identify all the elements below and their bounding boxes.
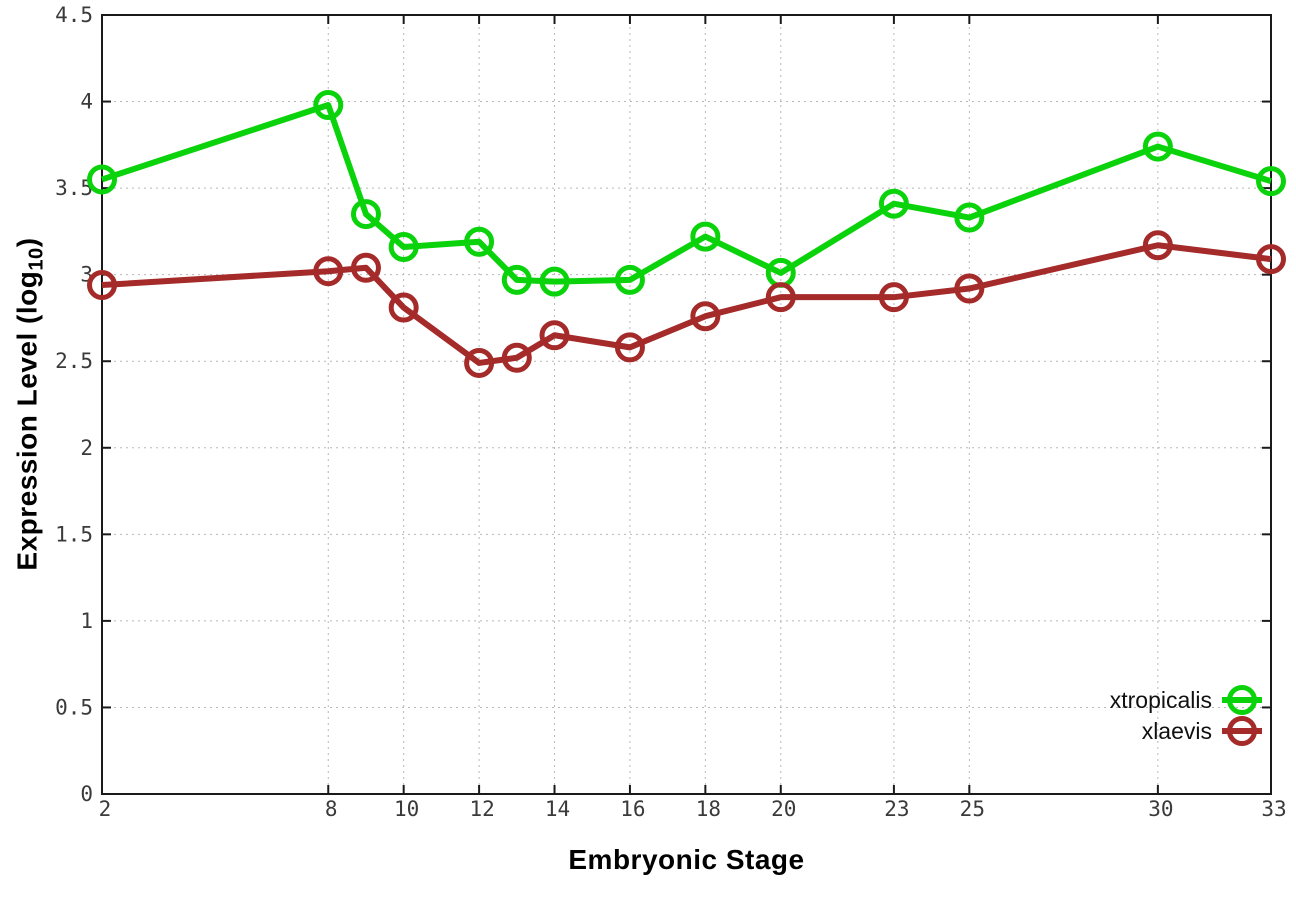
data-point-xlaevis — [313, 256, 344, 287]
y-tick-label: 0.5 — [55, 695, 93, 719]
data-point-xtropicalis — [464, 226, 495, 257]
series-line-xlaevis — [101, 242, 1272, 366]
data-point-xlaevis — [539, 320, 570, 351]
data-point-xtropicalis — [388, 231, 419, 262]
y-tick-label: 1.5 — [55, 522, 93, 546]
x-tick-label: 30 — [1148, 797, 1173, 821]
data-point-xtropicalis — [954, 202, 985, 233]
y-axis-title-close: ) — [11, 237, 43, 248]
data-point-xlaevis — [1256, 244, 1286, 275]
data-point-xtropicalis — [350, 199, 381, 230]
x-tick-label: 2 — [99, 797, 112, 821]
data-point-xtropicalis — [878, 188, 909, 219]
data-point-xlaevis — [501, 342, 532, 373]
data-point-xlaevis — [87, 270, 117, 301]
y-tick-label: 2.5 — [55, 349, 93, 373]
plot-border — [101, 14, 1272, 795]
y-tick-label: 1 — [80, 609, 93, 633]
x-tick-label: 23 — [884, 797, 909, 821]
data-point-xtropicalis — [1142, 131, 1173, 162]
legend-marker-xtropicalis — [1227, 685, 1257, 715]
data-point-xlaevis — [350, 252, 381, 283]
x-tick-label: 12 — [469, 797, 494, 821]
y-tick-label: 0 — [80, 782, 93, 806]
data-point-xlaevis — [954, 273, 985, 304]
y-tick-label: 4 — [80, 90, 93, 114]
x-tick-label: 33 — [1261, 797, 1286, 821]
data-point-xtropicalis — [501, 264, 532, 295]
data-point-xlaevis — [388, 292, 419, 323]
legend-label-xtropicalis: xtropicalis — [1110, 687, 1212, 713]
legend-label-xlaevis: xlaevis — [1142, 718, 1212, 744]
y-axis-title-subscript: 10 — [25, 247, 48, 271]
y-tick-label: 2 — [80, 436, 93, 460]
x-axis-title: Embryonic Stage — [568, 844, 805, 875]
y-axis-title: Expression Level (log10) — [12, 237, 49, 570]
x-tick-label: 14 — [545, 797, 570, 821]
data-point-xtropicalis — [690, 221, 721, 252]
x-tick-label: 8 — [325, 797, 338, 821]
data-point-xtropicalis — [1256, 166, 1286, 197]
series-line-xtropicalis — [101, 102, 1272, 285]
x-tick-label: 20 — [771, 797, 796, 821]
data-point-xlaevis — [464, 347, 495, 378]
x-tick-label: 16 — [620, 797, 645, 821]
y-tick-label: 4.5 — [55, 3, 93, 27]
x-tick-label: 10 — [394, 797, 419, 821]
x-tick-label: 25 — [960, 797, 985, 821]
data-point-xlaevis — [878, 282, 909, 313]
data-point-xtropicalis — [614, 264, 645, 295]
data-point-xtropicalis — [539, 266, 570, 297]
data-point-xlaevis — [614, 332, 645, 363]
data-point-xlaevis — [690, 301, 721, 332]
x-tick-label: 18 — [696, 797, 721, 821]
legend-marker-xlaevis — [1227, 716, 1257, 746]
data-point-xlaevis — [1142, 230, 1173, 261]
data-point-xtropicalis — [313, 90, 344, 121]
y-tick-label: 3.5 — [55, 176, 93, 200]
data-point-xtropicalis — [87, 164, 117, 195]
data-point-xlaevis — [765, 282, 796, 313]
y-axis-title-text: Expression Level (log — [11, 270, 43, 571]
